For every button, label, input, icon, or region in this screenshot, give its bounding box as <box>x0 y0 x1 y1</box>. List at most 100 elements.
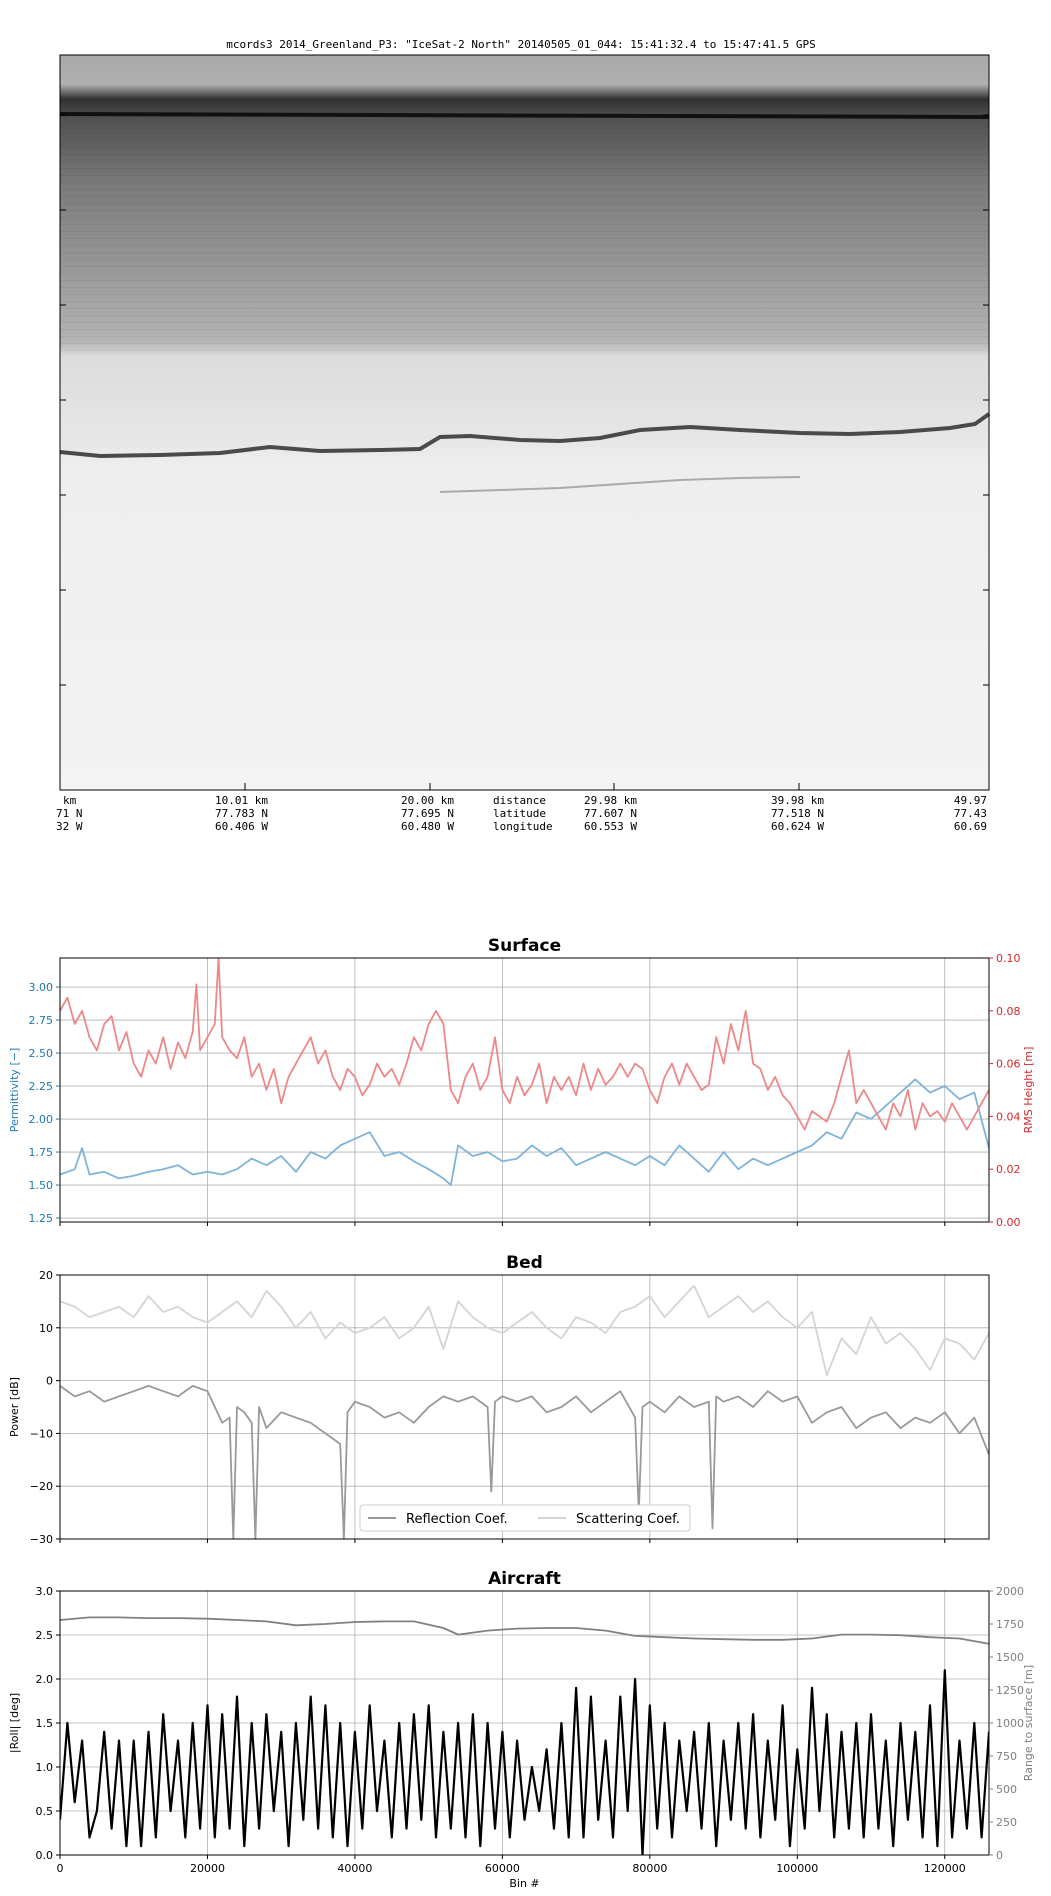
radargram: mcords3 2014_Greenland_P3: "IceSat-2 Nor… <box>56 38 991 833</box>
y-tick-label: 2.5 <box>36 1629 54 1642</box>
radar-col-2-distance: 20.00 km <box>401 794 454 807</box>
x-tick-label: 40000 <box>337 1862 372 1875</box>
y-right-tick-label: 0.02 <box>996 1163 1021 1176</box>
y-tick-label: 2.50 <box>29 1047 54 1060</box>
y-tick-label: 20 <box>39 1269 53 1282</box>
x-tick-label: 100000 <box>776 1862 818 1875</box>
series-line-series-0 <box>60 1669 989 1855</box>
y-tick-label: 10 <box>39 1322 53 1335</box>
y-right-axis-label: Range to surface [m] <box>1022 1665 1035 1781</box>
radargram-internal-layer <box>439 476 801 493</box>
radar-col-2-longitude: 60.480 W <box>401 820 454 833</box>
chart-title: Bed <box>506 1253 543 1273</box>
radar-col-3-longitude: 60.553 W <box>584 820 637 833</box>
y-right-tick-label: 2000 <box>996 1585 1024 1598</box>
y-tick-label: 2.00 <box>29 1113 54 1126</box>
series-line-reflection-coef <box>60 1385 989 1539</box>
radar-col-5-latitude: 77.43 <box>954 807 987 820</box>
y-right-tick-label: 0.10 <box>996 952 1021 965</box>
plot-frame <box>59 1274 990 1540</box>
chart-title: Surface <box>488 936 561 956</box>
radargram-info-columns: km 71 N 32 W 10.01 km 77.783 N 60.406 W … <box>56 794 987 833</box>
y-tick-label: 2.25 <box>29 1080 54 1093</box>
legend-box <box>359 1504 691 1532</box>
radar-col-3-latitude: 77.607 N <box>584 807 637 820</box>
y-right-tick-label: 0 <box>996 1849 1003 1862</box>
x-tick-label: 20000 <box>190 1862 225 1875</box>
y-tick-label: −20 <box>30 1480 53 1493</box>
radar-col-5-longitude: 60.69 <box>954 820 987 833</box>
y-right-tick-label: 1250 <box>996 1684 1024 1697</box>
x-tick-label: 120000 <box>924 1862 966 1875</box>
radargram-frame <box>59 54 990 791</box>
radar-col-0-distance: km <box>63 794 77 807</box>
y-tick-label: 3.00 <box>29 981 54 994</box>
y-right-tick-label: 750 <box>996 1750 1017 1763</box>
radar-row-label-longitude: longitude <box>493 820 553 833</box>
series-line-scattering-coef <box>60 1284 989 1377</box>
legend-label: Scattering Coef. <box>576 1512 680 1527</box>
y-axis-label: Permittivity [−] <box>8 1048 21 1132</box>
radargram-title: mcords3 2014_Greenland_P3: "IceSat-2 Nor… <box>226 38 815 51</box>
radargram-bed-echo <box>59 412 991 459</box>
y-right-tick-label: 0.06 <box>996 1058 1021 1071</box>
y-right-tick-label: 1000 <box>996 1717 1024 1730</box>
y-tick-label: 1.75 <box>29 1146 54 1159</box>
radar-col-3-distance: 29.98 km <box>584 794 637 807</box>
radargram-surface-echo <box>59 112 990 119</box>
bed-panel: Bed −30 −20 −10 0 10 20 Power [dB] Reflection Co… <box>8 1253 990 1546</box>
y-tick-label: −30 <box>30 1533 53 1546</box>
x-tick-label: 0 <box>57 1862 64 1875</box>
y-right-tick-label: 1750 <box>996 1618 1024 1631</box>
y-tick-label: 2.75 <box>29 1014 54 1027</box>
y-axis-label: Power [dB] <box>8 1377 21 1437</box>
y-tick-label: 0.0 <box>36 1849 54 1862</box>
y-axis-label: |Roll| [deg] <box>8 1693 21 1753</box>
surface-panel: Surface 1.25 1.50 1.75 2.00 2.25 2.50 2.75 3.00 0… <box>8 936 1035 1229</box>
y-right-tick-label: 0.04 <box>996 1110 1021 1123</box>
radar-col-4-latitude: 77.518 N <box>771 807 824 820</box>
plot-area <box>60 1275 989 1539</box>
legend-label: Reflection Coef. <box>406 1512 508 1527</box>
radar-col-1-longitude: 60.406 W <box>215 820 268 833</box>
radar-col-2-latitude: 77.695 N <box>401 807 454 820</box>
radar-col-1-latitude: 77.783 N <box>215 807 268 820</box>
y-tick-label: −10 <box>30 1427 53 1440</box>
radar-col-4-longitude: 60.624 W <box>771 820 824 833</box>
radar-col-4-distance: 39.98 km <box>771 794 824 807</box>
radar-row-label-distance: distance <box>493 794 546 807</box>
series-line-series-1 <box>60 958 989 1131</box>
y-right-tick-label: 0.00 <box>996 1216 1021 1229</box>
y-right-axis-label: RMS Height [m] <box>1022 1047 1035 1134</box>
y-tick-label: 2.0 <box>36 1673 54 1686</box>
radargram-layering <box>60 120 989 355</box>
y-tick-label: 1.25 <box>29 1212 54 1225</box>
y-tick-label: 1.5 <box>36 1717 54 1730</box>
y-right-tick-label: 500 <box>996 1783 1017 1796</box>
series-line-series-1 <box>60 1616 989 1645</box>
y-tick-label: 0 <box>46 1375 53 1388</box>
y-right-tick-label: 1500 <box>996 1651 1024 1664</box>
y-tick-label: 1.0 <box>36 1761 54 1774</box>
radar-col-1-distance: 10.01 km <box>215 794 268 807</box>
radar-col-0-latitude: 71 N <box>56 807 83 820</box>
chart-title: Aircraft <box>488 1569 561 1589</box>
y-tick-label: 0.5 <box>36 1805 54 1818</box>
y-tick-label: 3.0 <box>36 1585 54 1598</box>
y-right-tick-label: 0.08 <box>996 1005 1021 1018</box>
y-tick-label: 1.50 <box>29 1179 54 1192</box>
x-axis-label: Bin # <box>509 1877 539 1890</box>
x-tick-label: 60000 <box>485 1862 520 1875</box>
x-tick-label: 80000 <box>632 1862 667 1875</box>
radargram-ticks <box>60 114 989 790</box>
plot-area <box>60 958 989 1222</box>
y-right-tick-label: 250 <box>996 1816 1017 1829</box>
legend: Reflection Coef. Scattering Coef. <box>359 1504 691 1532</box>
plot-frame <box>59 957 990 1223</box>
series-line-series-0 <box>60 1078 989 1186</box>
radar-col-5-distance: 49.97 <box>954 794 987 807</box>
radar-col-0-longitude: 32 W <box>56 820 83 833</box>
radar-row-label-latitude: latitude <box>493 807 546 820</box>
